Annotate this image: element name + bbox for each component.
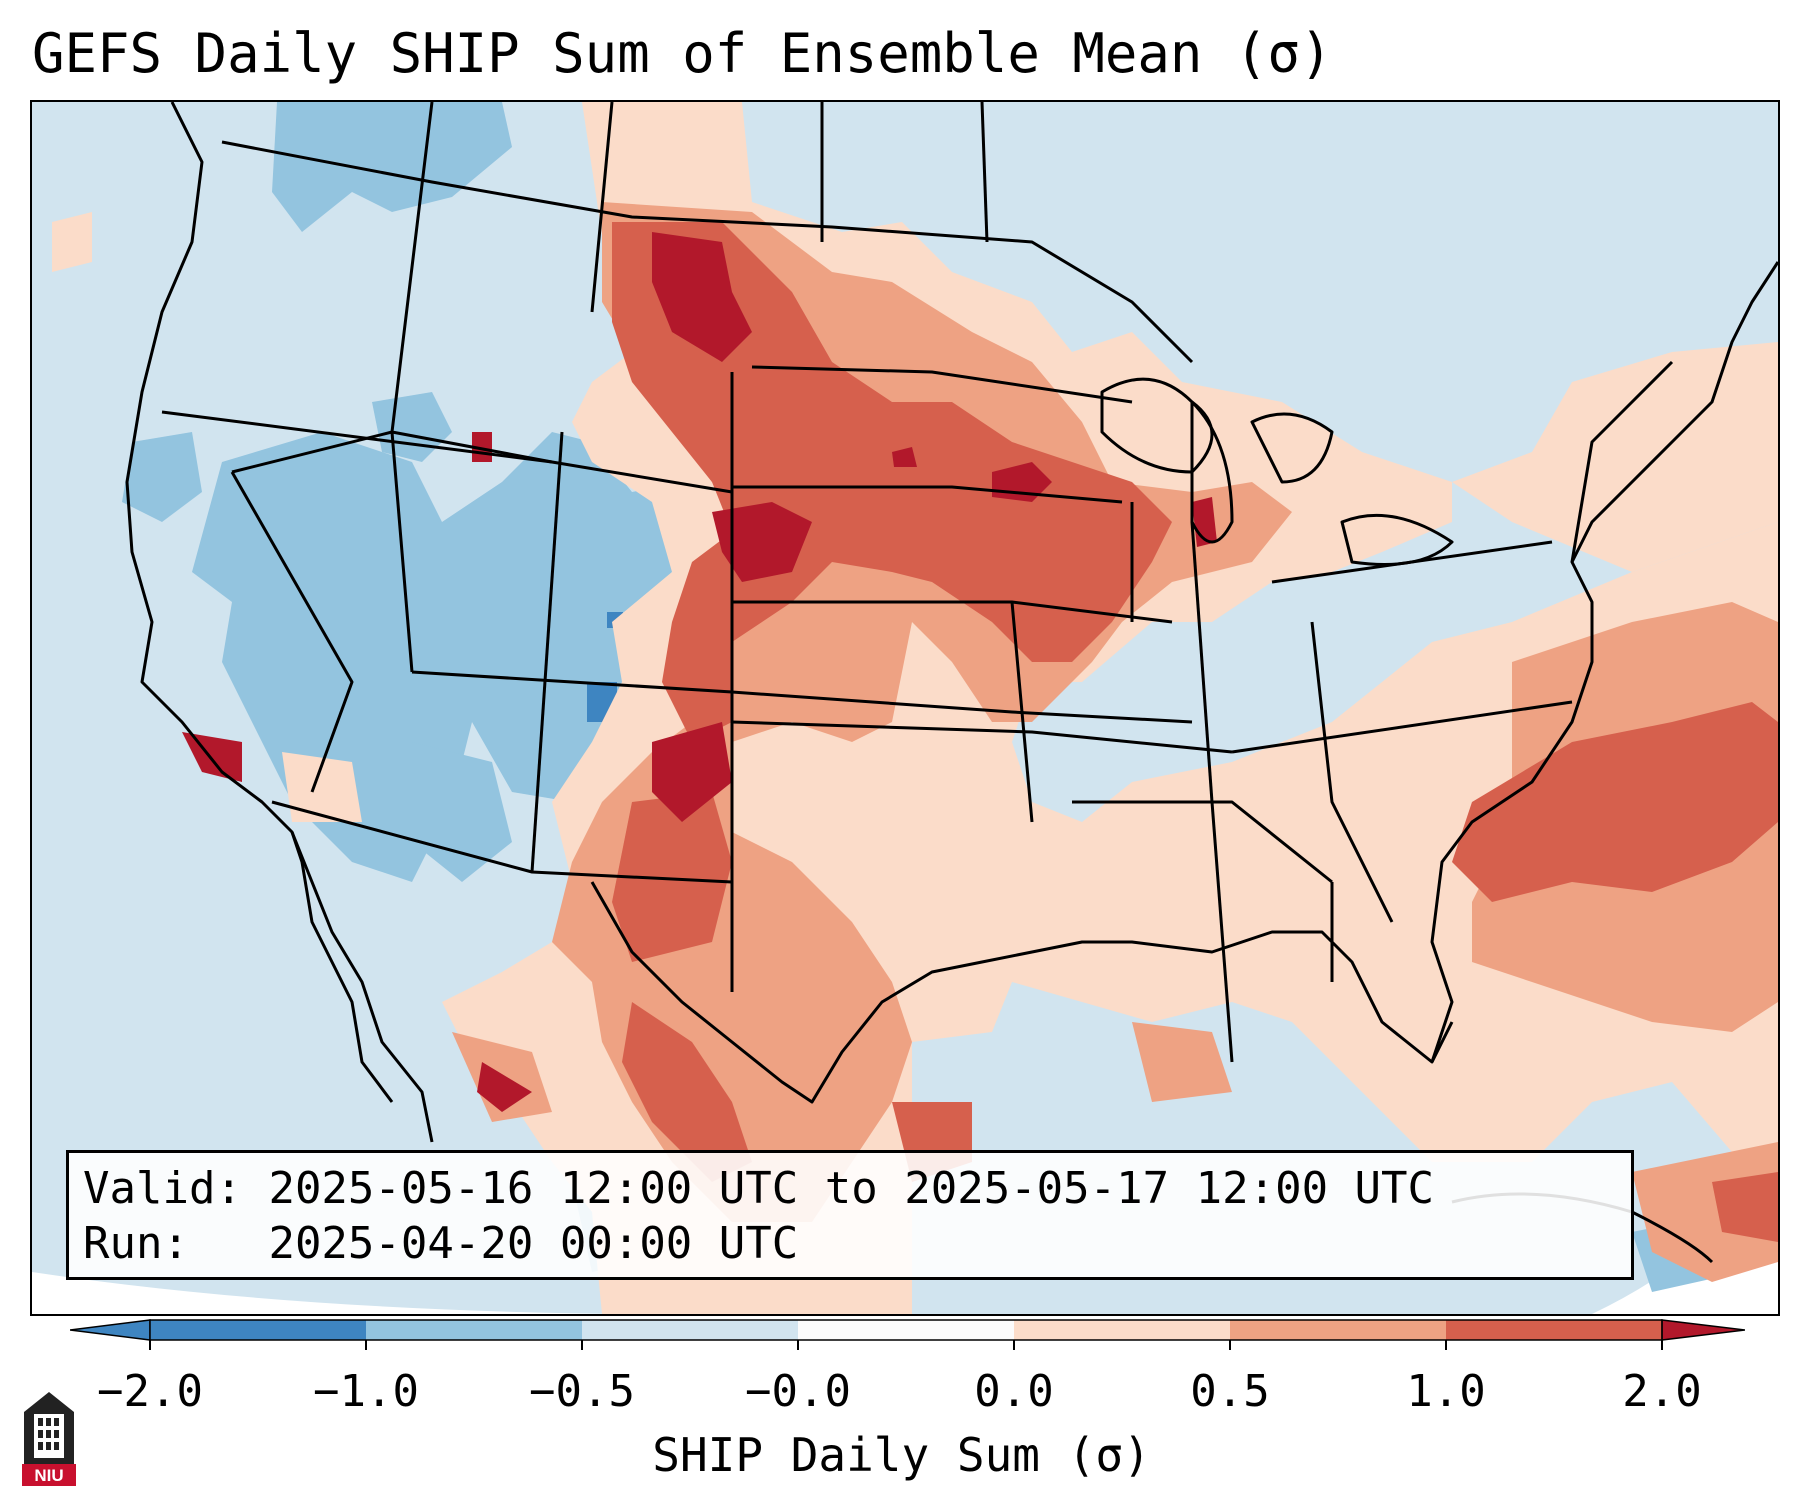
colorbar-svg (69, 1319, 1746, 1350)
colorbar-seg-5 (1014, 1320, 1230, 1340)
colorbar-tick-label: 0.0 (974, 1366, 1054, 1417)
colorbar-outline (149, 1319, 1663, 1341)
colorbar-tick-label: 1.0 (1406, 1366, 1486, 1417)
colorbar-tick-label: 0.5 (1190, 1366, 1270, 1417)
colorbar-tick-label: −0.0 (745, 1366, 851, 1417)
niu-logo: NIU (20, 1392, 78, 1488)
colorbar-tick-label: −2.0 (97, 1366, 203, 1417)
colorbar-tick-label: 2.0 (1622, 1366, 1702, 1417)
colorbar-seg-2 (366, 1320, 582, 1340)
projection-edge (32, 1272, 732, 1314)
svg-text:NIU: NIU (34, 1466, 63, 1485)
colorbar-seg-1 (150, 1320, 366, 1340)
colorbar-seg-6 (1230, 1320, 1446, 1340)
run-label: Run: (83, 1218, 189, 1269)
valid-label: Valid: (83, 1163, 242, 1214)
colorbar-seg-3 (582, 1320, 798, 1340)
valid-range: 2025-05-16 12:00 UTC to 2025-05-17 12:00… (268, 1163, 1435, 1214)
colorbar-seg-7 (1446, 1320, 1662, 1340)
colorbar-tick-label: −0.5 (529, 1366, 635, 1417)
colorbar-extend-high (1661, 1319, 1746, 1341)
colorbar: −2.0 −1.0 −0.5 −0.0 0.0 0.5 1.0 2.0 (69, 1318, 1746, 1448)
map-title: GEFS Daily SHIP Sum of Ensemble Mean (σ) (32, 22, 1333, 85)
colorbar-ticks (149, 1340, 1663, 1350)
positive-strong-areas (612, 222, 1778, 1242)
colorbar-tick-label: −1.0 (313, 1366, 419, 1417)
coastlines-borders (125, 102, 1778, 1264)
map-panel (30, 100, 1780, 1316)
colorbar-extend-low (69, 1319, 151, 1341)
valid-run-info-box: Valid: 2025-05-16 12:00 UTC to 2025-05-1… (66, 1150, 1634, 1280)
colorbar-seg-4 (798, 1320, 1014, 1340)
colorbar-label: SHIP Daily Sum (σ) (652, 1428, 1151, 1482)
positive-extreme-areas (182, 232, 1217, 1112)
run-time: 2025-04-20 00:00 UTC (268, 1218, 799, 1269)
ship-map (32, 102, 1778, 1314)
